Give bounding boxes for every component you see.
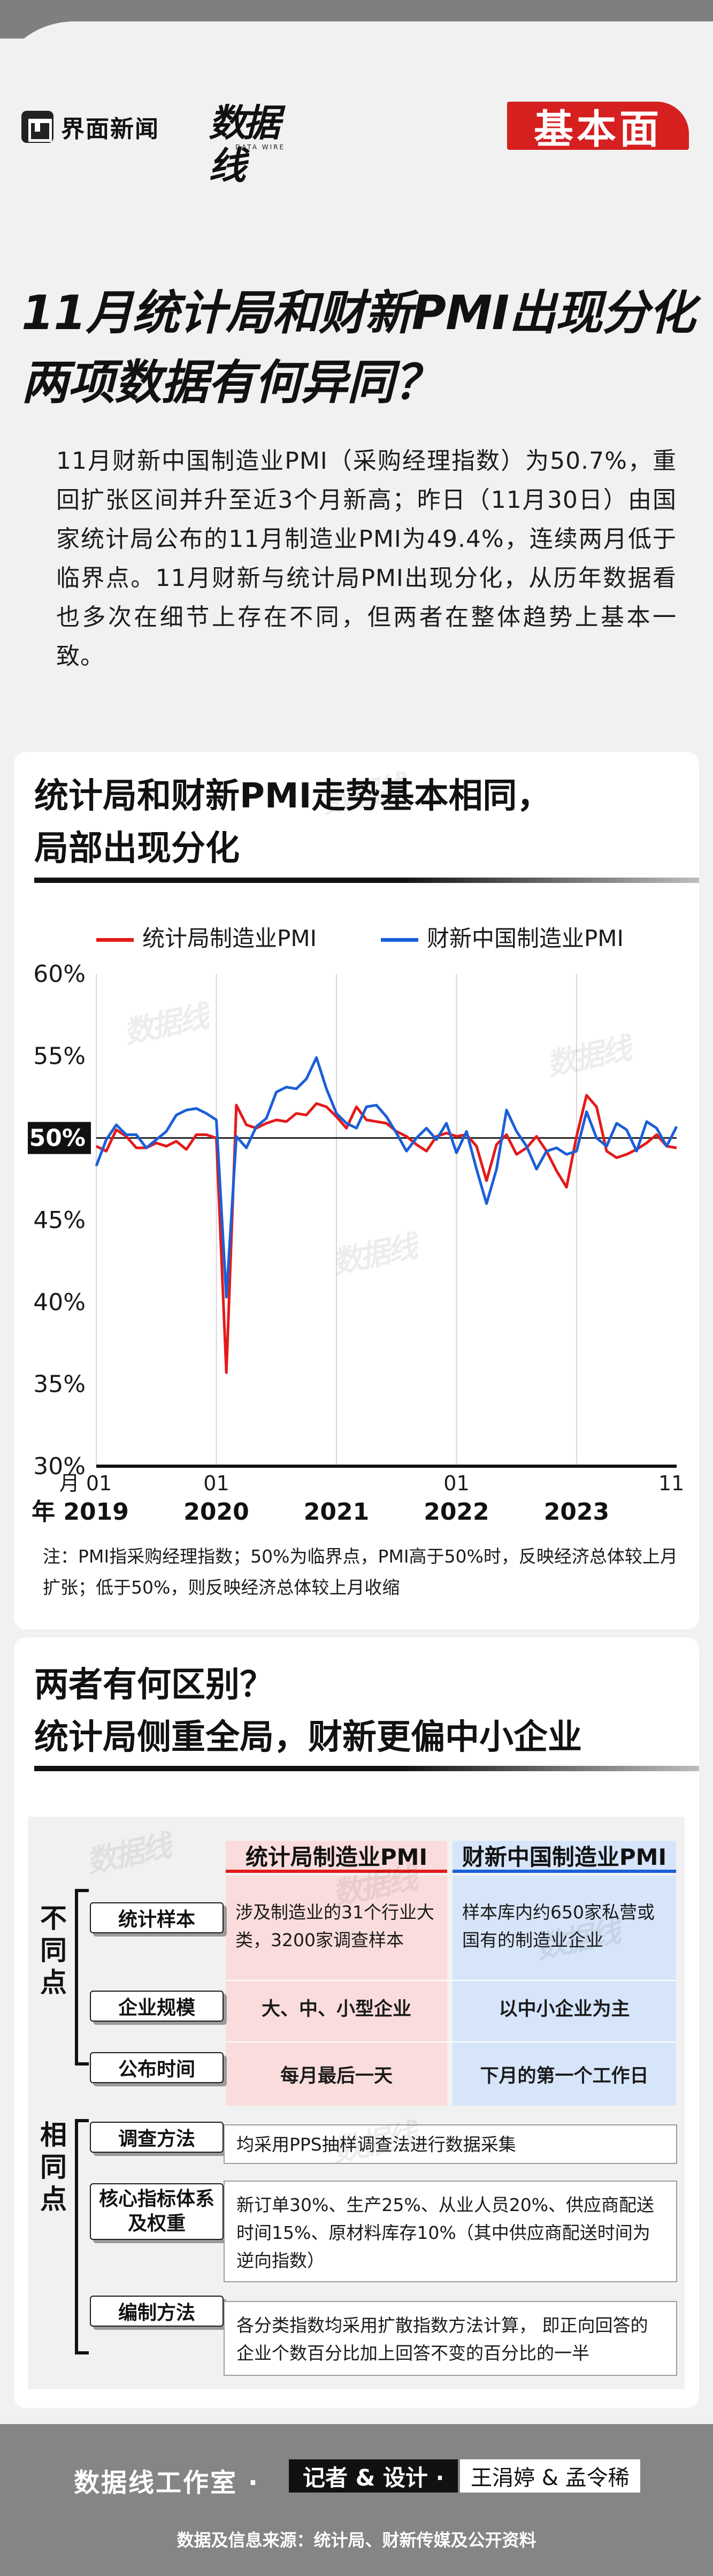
dataline-logo-sub: DATA WIRE — [235, 143, 286, 151]
y-tick-label: 60% — [33, 961, 86, 988]
x-tick-year-label: 2020 — [183, 1498, 249, 1526]
headline-line-2: 两项数据有何异同？ — [21, 355, 441, 410]
y-tick-label: 35% — [33, 1371, 86, 1398]
y-tick-label: 30% — [33, 1453, 86, 1480]
row-separator — [226, 1980, 676, 1981]
pmi-line-chart: 30% 35% 40% 45% 55% 60% 50% 月 01 年 2019 01 2020 202… — [28, 961, 684, 1526]
chart-title-line-1: 统计局和财新PMI走势基本相同， — [34, 776, 551, 816]
y-tick-label: 55% — [33, 1042, 86, 1070]
jiemian-logo-icon — [21, 111, 53, 143]
col1-background — [226, 1876, 447, 2106]
cell-weights: 新订单30%、生产25%、从业人员20%、供应商配送时间15%、原材料库存10%… — [224, 2181, 677, 2282]
chart-title-rule — [34, 878, 699, 883]
chart-card: 统计局和财新PMI走势基本相同， 局部出现分化 — [14, 752, 699, 1629]
cell-release-nbs: 每月最后一天 — [280, 2066, 393, 2087]
same-group-label: 相同点 — [40, 2120, 67, 2215]
row-label-method: 调查方法 — [90, 2122, 224, 2153]
row-label-compilation: 编制方法 — [90, 2296, 224, 2327]
chart-title-line-2: 局部出现分化 — [34, 829, 240, 868]
x-tick-year-label: 2022 — [424, 1498, 489, 1526]
x-tick-year-label: 2021 — [304, 1498, 369, 1526]
row-label-sample: 统计样本 — [90, 1902, 224, 1933]
brand: 界面新闻 — [21, 110, 159, 144]
cell-method: 均采用PPS抽样调查法进行数据采集 — [224, 2124, 677, 2164]
comparison-card-title: 两者有何区别？ 统计局侧重全局，财新更偏中小企业 — [34, 1659, 582, 1764]
footer-names: 王涓婷 & 孟令稀 — [460, 2459, 640, 2493]
comparison-title-rule — [34, 1766, 699, 1771]
cell-release-caixin: 下月的第一个工作日 — [480, 2066, 649, 2087]
footer-role: 记者 & 设计 · — [289, 2459, 458, 2493]
diff-bracket — [75, 1889, 89, 2066]
row-label-size: 企业规模 — [90, 1991, 224, 2022]
legend-label-caixin: 财新中国制造业PMI — [426, 925, 624, 951]
series-line-nbs — [95, 1094, 677, 1374]
intro-paragraph: 11月财新中国制造业PMI（采购经理指数）为50.7%，重回扩张区间并升至近3个… — [56, 447, 677, 670]
y-tick-label: 40% — [33, 1289, 86, 1316]
cell-compilation: 各分类指数均采用扩散指数方法计算， 即正向回答的企业个数百分比加上回答不变的百分… — [224, 2301, 677, 2376]
chart-card-title: 统计局和财新PMI走势基本相同， 局部出现分化 — [34, 770, 551, 875]
y-tick-label: 45% — [33, 1207, 86, 1234]
x-tick-year-label: 年 2019 — [32, 1498, 129, 1526]
series-line-caixin — [95, 1056, 678, 1299]
col1-header: 统计局制造业PMI — [226, 1841, 447, 1873]
reference-label-bg — [28, 1122, 91, 1154]
footer — [0, 2424, 713, 2576]
column-badge: 基本面 — [507, 102, 689, 153]
reference-label: 50% — [29, 1125, 86, 1152]
col2-header: 财新中国制造业PMI — [453, 1841, 676, 1873]
legend-label-nbs: 统计局制造业PMI — [142, 925, 317, 951]
row-label-weights: 核心指标体系及权重 — [90, 2183, 224, 2240]
comparison-title-line-2: 统计局侧重全局，财新更偏中小企业 — [34, 1718, 582, 1757]
col2-background — [453, 1876, 676, 2106]
row-separator — [226, 2041, 676, 2042]
x-tick-month-label: 01 — [203, 1472, 229, 1495]
legend-swatch-nbs — [96, 938, 134, 942]
cell-sample-caixin: 样本库内约650家私营或国有的制造业企业 — [462, 1902, 655, 1950]
x-tick-month-label: 月 01 — [59, 1472, 112, 1495]
x-tick-month-label: 01 — [443, 1472, 469, 1495]
cell-sample-nbs: 涉及制造业的31个行业大类，3200家调查样本 — [235, 1902, 434, 1950]
chart-note: 注：PMI指采购经理指数；50%为临界点，PMI高于50%时，反映经济总体较上月… — [43, 1546, 678, 1598]
footer-studio: 数据线工作室 · — [74, 2468, 259, 2498]
chart-legend: 统计局制造业PMI 财新中国制造业PMI — [96, 920, 677, 953]
same-bracket — [75, 2119, 89, 2354]
cell-size-nbs: 大、中、小型企业 — [261, 1999, 411, 2020]
cell-size-caixin: 以中小企业为主 — [499, 1999, 630, 2020]
diff-group-label: 不同点 — [40, 1903, 67, 1998]
x-tick-year-label: 2023 — [544, 1498, 609, 1526]
legend-swatch-caixin — [380, 938, 418, 942]
headline-line-1: 11月统计局和财新PMI出现分化 — [21, 285, 695, 340]
legend-item-nbs: 统计局制造业PMI — [96, 920, 317, 953]
comparison-title-line-1: 两者有何区别？ — [34, 1665, 274, 1705]
dataline-logo: 数据线 DATA WIRE — [209, 102, 297, 187]
legend-item-caixin: 财新中国制造业PMI — [380, 920, 624, 953]
brand-name: 界面新闻 — [61, 116, 159, 143]
footer-source: 数据及信息来源：统计局、财新传媒及公开资料 — [177, 2530, 536, 2550]
x-tick-month-label: 11 — [658, 1472, 684, 1495]
headline: 11月统计局和财新PMI出现分化 两项数据有何异同？ — [21, 278, 695, 417]
row-label-release: 公布时间 — [90, 2052, 224, 2083]
dataline-logo-mark: 数据线 — [209, 101, 280, 188]
